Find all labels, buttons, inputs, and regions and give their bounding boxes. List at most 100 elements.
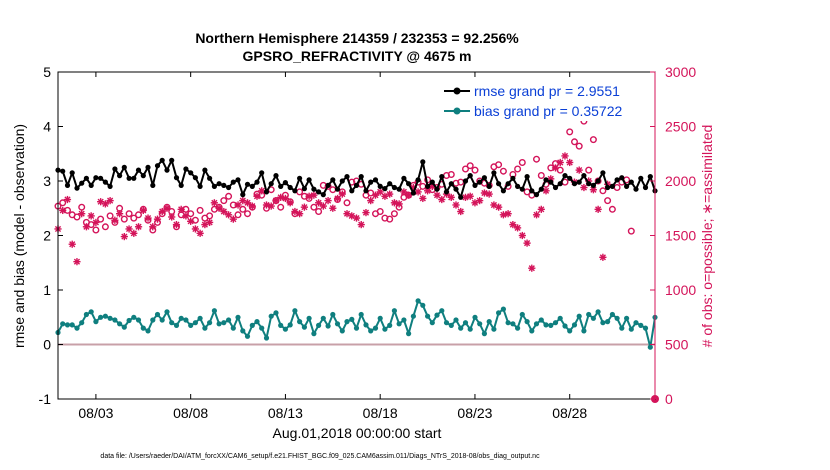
obs-possible-point [518, 158, 526, 166]
bias-point [202, 325, 208, 331]
obs-assimilated-point [324, 197, 332, 205]
obs-assimilated-point [243, 199, 252, 207]
obs-assimilated-point [130, 229, 138, 237]
rmse-point [154, 163, 161, 169]
y-tick-label: 5 [43, 64, 51, 80]
bias-point [297, 319, 303, 325]
bias-point [406, 331, 412, 337]
rmse-point [74, 185, 80, 191]
obs-assimilated-point [386, 190, 394, 198]
obs-assimilated-point [68, 240, 76, 248]
rmse-point [230, 179, 236, 185]
obs-possible-point [239, 205, 247, 213]
bias-point [135, 317, 142, 323]
bias-point [268, 313, 274, 319]
rmse-point [401, 175, 407, 181]
bias-point [595, 309, 601, 315]
rmse-point [88, 182, 94, 188]
bias-point [102, 313, 108, 319]
rmse-point [377, 183, 383, 189]
obs-assimilated-point [296, 210, 304, 218]
bias-point [382, 326, 388, 332]
obs-possible-point [59, 199, 67, 207]
x-axis: 08/03 08/08 08/13 08/18 08/23 08/28 [78, 72, 587, 421]
bias-point [292, 308, 298, 314]
obs-possible-point [386, 215, 394, 223]
bias-point [273, 310, 279, 316]
rmse-point [150, 182, 156, 188]
rmse-point [244, 181, 251, 187]
rmse-point [197, 183, 203, 189]
obs-possible-point [471, 166, 479, 174]
obs-assimilated-point [376, 188, 384, 196]
rmse-point [533, 192, 540, 198]
rmse-point [98, 175, 104, 181]
obs-assimilated-point [158, 207, 166, 216]
bias-point [425, 313, 431, 319]
bias-point [188, 322, 194, 328]
obs-possible-point [78, 203, 86, 211]
rmse-point [557, 181, 563, 187]
rmse-point [628, 179, 634, 185]
rmse-point [590, 182, 597, 188]
obs-assimilated-point [78, 210, 86, 218]
obs-possible-point [585, 166, 593, 174]
y-axis-left: -1 0 1 2 3 4 5 [39, 64, 63, 407]
obs-possible-point [220, 197, 228, 205]
obs-assimilated-point [457, 207, 465, 216]
bias-point [529, 328, 535, 334]
obs-possible-point [419, 182, 427, 190]
bias-point [410, 313, 416, 319]
rmse-point [425, 183, 431, 189]
obs-assimilated-point [352, 214, 361, 222]
rmse-point [505, 181, 511, 187]
rmse-point [619, 175, 625, 181]
rmse-point [192, 175, 198, 181]
bias-point [434, 312, 440, 318]
obs-assimilated-point [556, 158, 564, 167]
bias-point [638, 322, 644, 328]
obs-assimilated-point [348, 212, 356, 220]
bias-point [496, 310, 502, 316]
bias-point [150, 317, 156, 323]
rmse-point [529, 188, 535, 194]
obs-possible-point [537, 171, 545, 179]
obs-assimilated-point [234, 201, 242, 209]
obs-possible-point [571, 138, 579, 146]
obs-possible-point [206, 212, 214, 220]
rmse-point [406, 181, 412, 187]
obs-possible-point [234, 211, 242, 219]
rmse-point [571, 181, 578, 187]
obs-assimilated-point [466, 192, 474, 200]
bias-point [557, 315, 563, 321]
rmse-point [614, 177, 620, 183]
y2-axis-label: # of obs: o=possible; ∗=assimilated [699, 125, 715, 348]
obs-assimilated-point [229, 215, 237, 223]
bias-point [64, 322, 71, 328]
bias-point [363, 322, 369, 328]
y-tick-label: 4 [43, 119, 51, 135]
rmse-point [301, 186, 307, 192]
obs-assimilated-point [73, 258, 81, 266]
bias-point [145, 328, 151, 334]
bias-point [372, 325, 379, 331]
rmse-point [586, 181, 592, 187]
bias-point [263, 335, 270, 341]
rmse-point [510, 175, 516, 181]
rmse-point [112, 166, 118, 172]
rmse-point [515, 183, 521, 189]
bias-point [353, 325, 360, 331]
bias-point [538, 317, 544, 323]
legend-label-bias: bias grand pr = 0.35722 [474, 103, 622, 119]
obs-assimilated-point [518, 231, 526, 240]
obs-assimilated-point [281, 194, 290, 203]
obs-assimilated-point [513, 224, 522, 232]
rmse-point [320, 192, 326, 198]
obs-assimilated-point [314, 199, 323, 207]
bias-point [235, 314, 241, 320]
bias-point [278, 322, 284, 328]
rmse-point [188, 170, 194, 176]
obs-possible-point [191, 216, 199, 224]
rmse-point [216, 181, 222, 187]
rmse-point [207, 175, 213, 181]
